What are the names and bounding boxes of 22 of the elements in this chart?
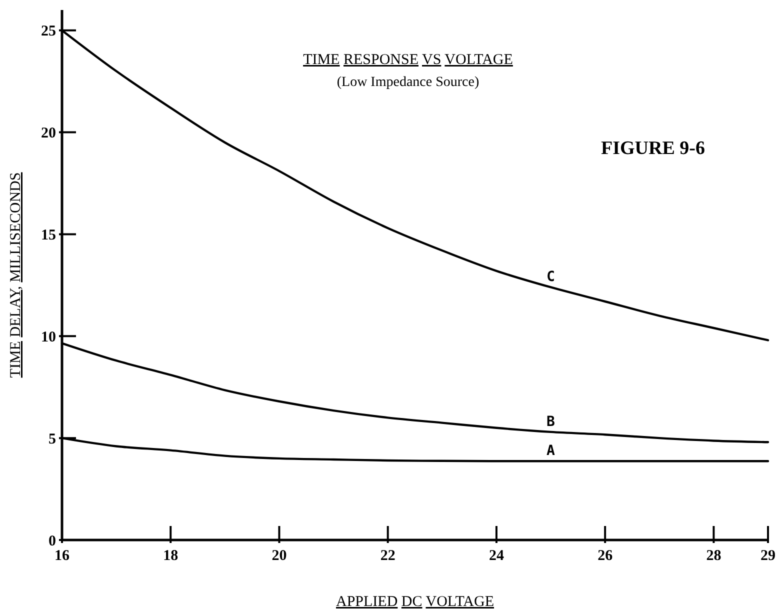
series-label: B (546, 414, 555, 430)
x-tick-label: 24 (488, 548, 504, 564)
y-tick-label: 5 (48, 431, 56, 448)
series-label: A (546, 443, 556, 460)
x-tick-label: 22 (380, 548, 396, 564)
y-axis-title: TIME DELAY, MILLISECONDS (8, 172, 24, 378)
annotation: FIGURE 9-6 (601, 138, 705, 159)
x-tick-label: 26 (598, 548, 614, 564)
x-tick-label: 28 (706, 548, 722, 564)
series-label: C (546, 269, 555, 286)
y-tick-label: 20 (41, 126, 56, 142)
y-tick-label: 0 (48, 533, 56, 550)
x-axis-title: APPLIED DC VOLTAGE (336, 594, 494, 610)
x-tick-label: 16 (54, 548, 70, 564)
y-tick-label: 15 (41, 227, 56, 244)
y-tick-label: 25 (41, 24, 56, 40)
text: (Low Impedance Source) (336, 75, 480, 90)
text: TIME RESPONSE VS VOLTAGE (303, 52, 513, 68)
x-tick-label: 20 (272, 548, 287, 564)
x-tick-label: 29 (760, 548, 776, 564)
x-tick-label: 18 (163, 548, 178, 564)
y-tick-label: 10 (41, 329, 56, 346)
